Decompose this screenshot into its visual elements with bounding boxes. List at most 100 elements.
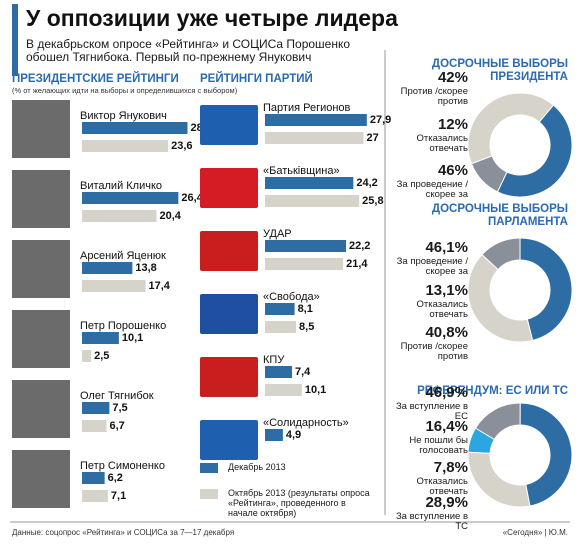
bar xyxy=(82,420,107,432)
value-label: 17,4 xyxy=(149,280,171,292)
slice-label: Отказались отвечать xyxy=(416,133,468,155)
party-logo xyxy=(200,105,258,145)
donut-slice xyxy=(519,237,573,342)
bar xyxy=(82,262,133,274)
slice-value: 46,9% xyxy=(425,384,468,401)
category-label: Арсений Яценюк xyxy=(80,250,166,262)
value-label: 27 xyxy=(367,132,379,144)
party-logo xyxy=(200,294,258,334)
category-label: «Свобода» xyxy=(263,291,320,303)
value-label: 10,1 xyxy=(305,384,326,396)
category-label: Виктор Янукович xyxy=(80,110,167,122)
slice-label: За проведение /скорее за xyxy=(396,256,468,278)
slice-label: Против /скорее против xyxy=(400,341,468,363)
slice-value: 46% xyxy=(437,162,468,179)
slice-label: Отказались отвечать xyxy=(416,476,468,498)
subtitle: В декабрьском опросе «Рейтинга» и СОЦИСа… xyxy=(26,37,351,65)
bar xyxy=(265,114,367,126)
value-label: 6,2 xyxy=(108,472,123,484)
bar xyxy=(82,472,105,484)
value-label: 23,6 xyxy=(171,140,192,152)
party-logo xyxy=(200,168,258,208)
slice-label: Отказались отвечать xyxy=(416,299,468,321)
value-label: 25,8 xyxy=(362,195,383,207)
donut-slice xyxy=(467,92,555,165)
category-label: Виталий Кличко xyxy=(80,180,162,192)
slice-value: 46,1% xyxy=(425,239,468,256)
source: Данные: соцопрос «Рейтинга» и СОЦИСа за … xyxy=(12,528,234,537)
donut-slice xyxy=(467,451,531,508)
slice-label: За вступление в ЕС xyxy=(395,401,468,423)
slice-label: Против /скорее против xyxy=(400,86,468,108)
legend-swatch xyxy=(200,489,218,499)
party-logo xyxy=(200,231,258,271)
value-label: 2,5 xyxy=(94,350,109,362)
category-label: «Батьківщина» xyxy=(263,165,340,177)
party-logo xyxy=(200,357,258,397)
value-label: 6,7 xyxy=(109,420,124,432)
chart-title: РЕФЕРЕНДУМ: ЕС ИЛИ ТС xyxy=(417,385,568,397)
value-label: 20,4 xyxy=(159,210,181,222)
value-label: 13,8 xyxy=(135,262,156,274)
slice-value: 12% xyxy=(437,116,468,133)
category-label: КПУ xyxy=(263,354,285,366)
category-label: Петр Симоненко xyxy=(80,460,165,472)
donut-slice xyxy=(467,253,534,343)
bar xyxy=(265,366,293,378)
bar xyxy=(82,280,146,292)
slice-label: За вступление в ТС xyxy=(395,511,468,533)
photo xyxy=(12,240,70,298)
photo xyxy=(12,310,70,368)
category-label: Петр Порошенко xyxy=(80,320,166,332)
bar xyxy=(265,321,297,333)
slice-label: За проведение /скорее за xyxy=(396,179,468,201)
donut-slice xyxy=(519,402,573,507)
credit: «Сегодня» | Ю.М. xyxy=(503,528,568,537)
bar xyxy=(265,303,295,315)
legend-swatch xyxy=(200,463,218,473)
value-label: 27,9 xyxy=(370,114,391,126)
chart-subtitle: (% от желающих идти на выборы и определи… xyxy=(12,86,238,95)
value-label: 21,4 xyxy=(346,258,368,270)
category-label: Олег Тягнибок xyxy=(80,390,154,402)
bar xyxy=(265,384,302,396)
slice-value: 40,8% xyxy=(425,324,468,341)
donut-slice xyxy=(496,104,573,198)
chart-title: ПРЕЗИДЕНТСКИЕ РЕЙТИНГИ xyxy=(12,72,179,85)
bar xyxy=(82,122,188,134)
bar xyxy=(265,240,347,252)
category-label: Партия Регионов xyxy=(263,102,351,114)
category-label: «Солидарность» xyxy=(263,417,349,429)
bar xyxy=(265,258,344,270)
bar xyxy=(82,140,169,152)
value-label: 22,2 xyxy=(349,240,370,252)
bar xyxy=(82,192,179,204)
value-label: 10,1 xyxy=(122,332,143,344)
bar xyxy=(265,132,364,144)
legend-label: Октябрь 2013 (результаты опроса «Рейтинг… xyxy=(228,488,370,518)
slice-value: 42% xyxy=(437,69,468,86)
chart-title: ДОСРОЧНЫЕ ВЫБОРЫ ПРЕЗИДЕНТА xyxy=(431,58,568,83)
legend-label: Декабрь 2013 xyxy=(228,462,286,472)
accent-bar xyxy=(12,4,18,76)
photo xyxy=(12,450,70,508)
slice-value: 13,1% xyxy=(425,282,468,299)
slice-label: Не пошли бы голосовать xyxy=(409,435,468,457)
value-label: 8,1 xyxy=(298,303,313,315)
slice-value: 7,8% xyxy=(433,459,468,476)
photo xyxy=(12,170,70,228)
photo xyxy=(12,380,70,438)
title: У оппозиции уже четыре лидера xyxy=(26,5,398,31)
bar xyxy=(265,429,283,441)
value-label: 7,1 xyxy=(111,490,126,502)
value-label: 24,2 xyxy=(356,177,377,189)
value-label: 4,9 xyxy=(286,429,301,441)
category-label: УДАР xyxy=(263,228,292,240)
value-label: 7,5 xyxy=(112,402,127,414)
bar xyxy=(265,195,360,207)
slice-value: 28,9% xyxy=(425,494,468,511)
value-label: 7,4 xyxy=(295,366,311,378)
photo xyxy=(12,100,70,158)
